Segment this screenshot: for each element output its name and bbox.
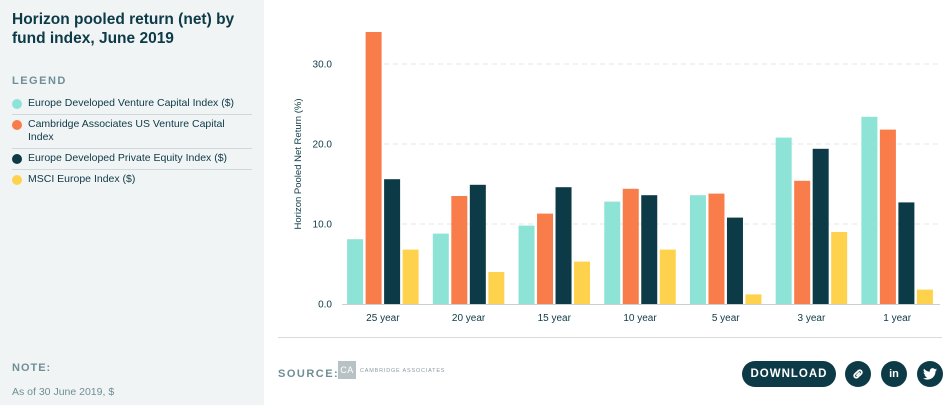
bar bbox=[898, 202, 915, 304]
bar bbox=[794, 180, 811, 304]
x-tick-label: 15 year bbox=[538, 313, 572, 324]
bar bbox=[775, 137, 792, 304]
y-tick-label: 30.0 bbox=[313, 60, 333, 71]
sidebar: Horizon pooled return (net) by fund inde… bbox=[0, 0, 264, 405]
bar bbox=[488, 272, 505, 304]
bar bbox=[555, 187, 572, 304]
bar bbox=[726, 217, 743, 304]
legend-item-europe-pe: Europe Developed Private Equity Index ($… bbox=[12, 149, 252, 170]
bar bbox=[641, 195, 658, 304]
bar bbox=[861, 116, 878, 304]
note-text: As of 30 June 2019, $ bbox=[12, 386, 115, 398]
bar bbox=[574, 261, 591, 304]
legend-label: Cambridge Associates US Venture Capital … bbox=[28, 118, 225, 143]
legend: Europe Developed Venture Capital Index (… bbox=[12, 94, 252, 190]
legend-label: MSCI Europe Index ($) bbox=[28, 173, 136, 185]
y-axis-label: Horizon Pooled Net Return (%) bbox=[293, 99, 304, 230]
bar bbox=[622, 188, 639, 304]
link-icon bbox=[853, 369, 863, 379]
x-tick-label: 3 year bbox=[798, 313, 826, 324]
bar bbox=[745, 294, 762, 304]
bar bbox=[384, 179, 401, 304]
legend-swatch bbox=[12, 120, 22, 130]
legend-item-msci: MSCI Europe Index ($) bbox=[12, 170, 252, 190]
share-link-button[interactable] bbox=[845, 361, 871, 387]
bar-chart: 0.0 10.0 20.0 30.0 Horizon Pooled Net Return… bbox=[293, 32, 940, 324]
x-tick-label: 10 year bbox=[623, 313, 657, 324]
bar bbox=[916, 289, 933, 304]
chart-title: Horizon pooled return (net) by fund inde… bbox=[12, 11, 235, 47]
y-tick-label: 20.0 bbox=[313, 140, 333, 151]
x-tick-label: 5 year bbox=[712, 313, 740, 324]
legend-swatch bbox=[12, 154, 22, 164]
share-linkedin-button[interactable]: in bbox=[881, 361, 907, 387]
note-heading: NOTE: bbox=[12, 362, 52, 374]
legend-label: Europe Developed Venture Capital Index (… bbox=[28, 97, 235, 109]
y-tick-label: 10.0 bbox=[313, 220, 333, 231]
source-label: SOURCE: bbox=[278, 368, 340, 380]
legend-item-europe-vc: Europe Developed Venture Capital Index (… bbox=[12, 94, 252, 115]
bar bbox=[469, 184, 486, 304]
bar bbox=[537, 213, 554, 304]
bar bbox=[831, 232, 848, 304]
legend-heading: LEGEND bbox=[12, 75, 67, 87]
bar bbox=[518, 225, 535, 304]
cambridge-associates-logo: CA bbox=[338, 361, 356, 379]
x-tick-label: 20 year bbox=[452, 313, 486, 324]
twitter-icon bbox=[923, 368, 937, 380]
legend-item-us-vc: Cambridge Associates US Venture Capital … bbox=[12, 115, 252, 149]
legend-swatch bbox=[12, 99, 22, 109]
bar bbox=[689, 195, 706, 304]
bar bbox=[451, 196, 468, 304]
y-tick-label: 0.0 bbox=[318, 300, 332, 311]
bar bbox=[432, 233, 449, 304]
x-tick-label: 1 year bbox=[883, 313, 911, 324]
linkedin-icon: in bbox=[889, 368, 899, 380]
x-tick-label: 25 year bbox=[366, 313, 400, 324]
bar bbox=[604, 201, 621, 304]
bar bbox=[659, 249, 676, 304]
bar bbox=[812, 148, 829, 304]
download-button[interactable]: DOWNLOAD bbox=[742, 361, 836, 387]
source-name: CAMBRIDGE ASSOCIATES bbox=[360, 368, 446, 374]
bar bbox=[365, 32, 382, 304]
legend-label: Europe Developed Private Equity Index ($… bbox=[28, 152, 228, 164]
bar bbox=[708, 193, 725, 304]
footer-divider bbox=[278, 337, 942, 338]
bar bbox=[879, 129, 896, 304]
bar bbox=[402, 249, 419, 304]
share-twitter-button[interactable] bbox=[917, 361, 943, 387]
bar bbox=[347, 239, 364, 304]
legend-swatch bbox=[12, 175, 22, 185]
